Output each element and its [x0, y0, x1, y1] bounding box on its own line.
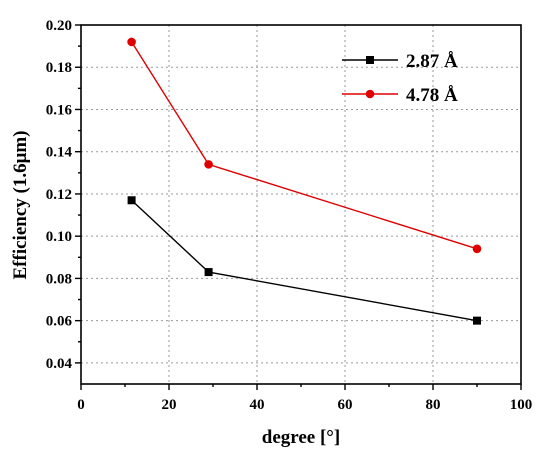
y-tick-label: 0.16: [46, 102, 73, 118]
y-tick-label: 0.06: [46, 314, 73, 330]
data-point-square: [204, 268, 213, 277]
data-point-square: [127, 196, 136, 205]
y-tick-label: 0.08: [46, 271, 72, 287]
x-tick-label: 60: [338, 397, 353, 413]
legend-label: 2.87 Å: [406, 51, 458, 72]
series-line-1: [131, 199, 478, 322]
x-tick-label: 20: [162, 397, 177, 413]
grid-lines: [81, 25, 521, 384]
axis-ticks: 0 20 40 60 80 100 0.04 0.06 0.08 0.10 0.12 0.14 0.16…: [46, 18, 533, 413]
y-tick-label: 0.14: [46, 145, 73, 161]
y-tick-label: 0.04: [46, 356, 73, 372]
y-tick-label: 0.10: [46, 229, 72, 245]
data-series: [127, 37, 482, 325]
legend-marker-square: [366, 56, 374, 64]
legend-marker-circle: [365, 89, 375, 99]
y-axis-title: Efficiency (1.6μm): [10, 130, 31, 279]
y-tick-label: 0.18: [46, 60, 72, 76]
legend-label: 4.78 Å: [406, 85, 458, 106]
x-tick-label: 0: [77, 397, 85, 413]
data-point-circle: [127, 37, 136, 47]
plot-frame: [80, 24, 522, 385]
data-point-circle: [204, 160, 213, 169]
x-tick-label: 100: [510, 397, 533, 413]
x-tick-label: 80: [426, 397, 441, 413]
x-axis-title: degree [°]: [262, 427, 340, 448]
data-point-square: [473, 316, 481, 325]
x-tick-label: 40: [250, 397, 265, 413]
legend: 2.87 Å 4.78 Å: [342, 51, 458, 106]
series-line-2: [131, 41, 478, 250]
data-point-circle: [472, 244, 482, 254]
y-tick-label: 0.12: [46, 187, 72, 203]
y-tick-label: 0.20: [46, 18, 72, 34]
